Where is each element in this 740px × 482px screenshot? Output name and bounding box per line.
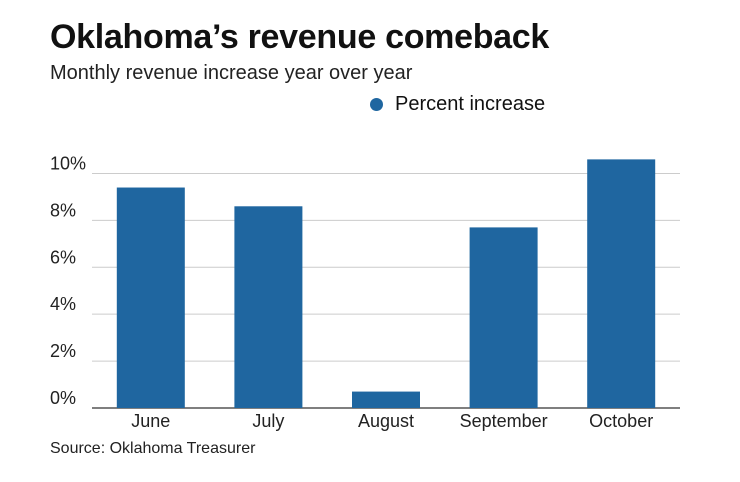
bar [587,159,656,408]
y-tick-label: 4% [50,294,76,314]
chart-title: Oklahoma’s revenue comeback [50,18,549,56]
bar [234,206,303,408]
x-tick-label: June [131,411,170,431]
y-tick-label: 0% [50,388,76,408]
legend: Percent increase [370,93,545,116]
chart-subtitle: Monthly revenue increase year over year [50,62,413,84]
y-tick-label: 2% [50,341,76,361]
bar [116,187,185,408]
bar [352,391,420,408]
x-tick-label: July [252,411,284,431]
y-tick-label: 8% [50,200,76,220]
legend-label: Percent increase [395,93,546,115]
bar [469,227,538,408]
y-tick-label: 10% [50,153,86,173]
x-tick-label: September [460,411,548,431]
y-tick-label: 6% [50,247,76,267]
source-note: Source: Oklahoma Treasurer [50,440,256,457]
legend-swatch [370,98,383,111]
x-tick-label: August [358,411,414,431]
x-tick-label: October [589,411,653,431]
